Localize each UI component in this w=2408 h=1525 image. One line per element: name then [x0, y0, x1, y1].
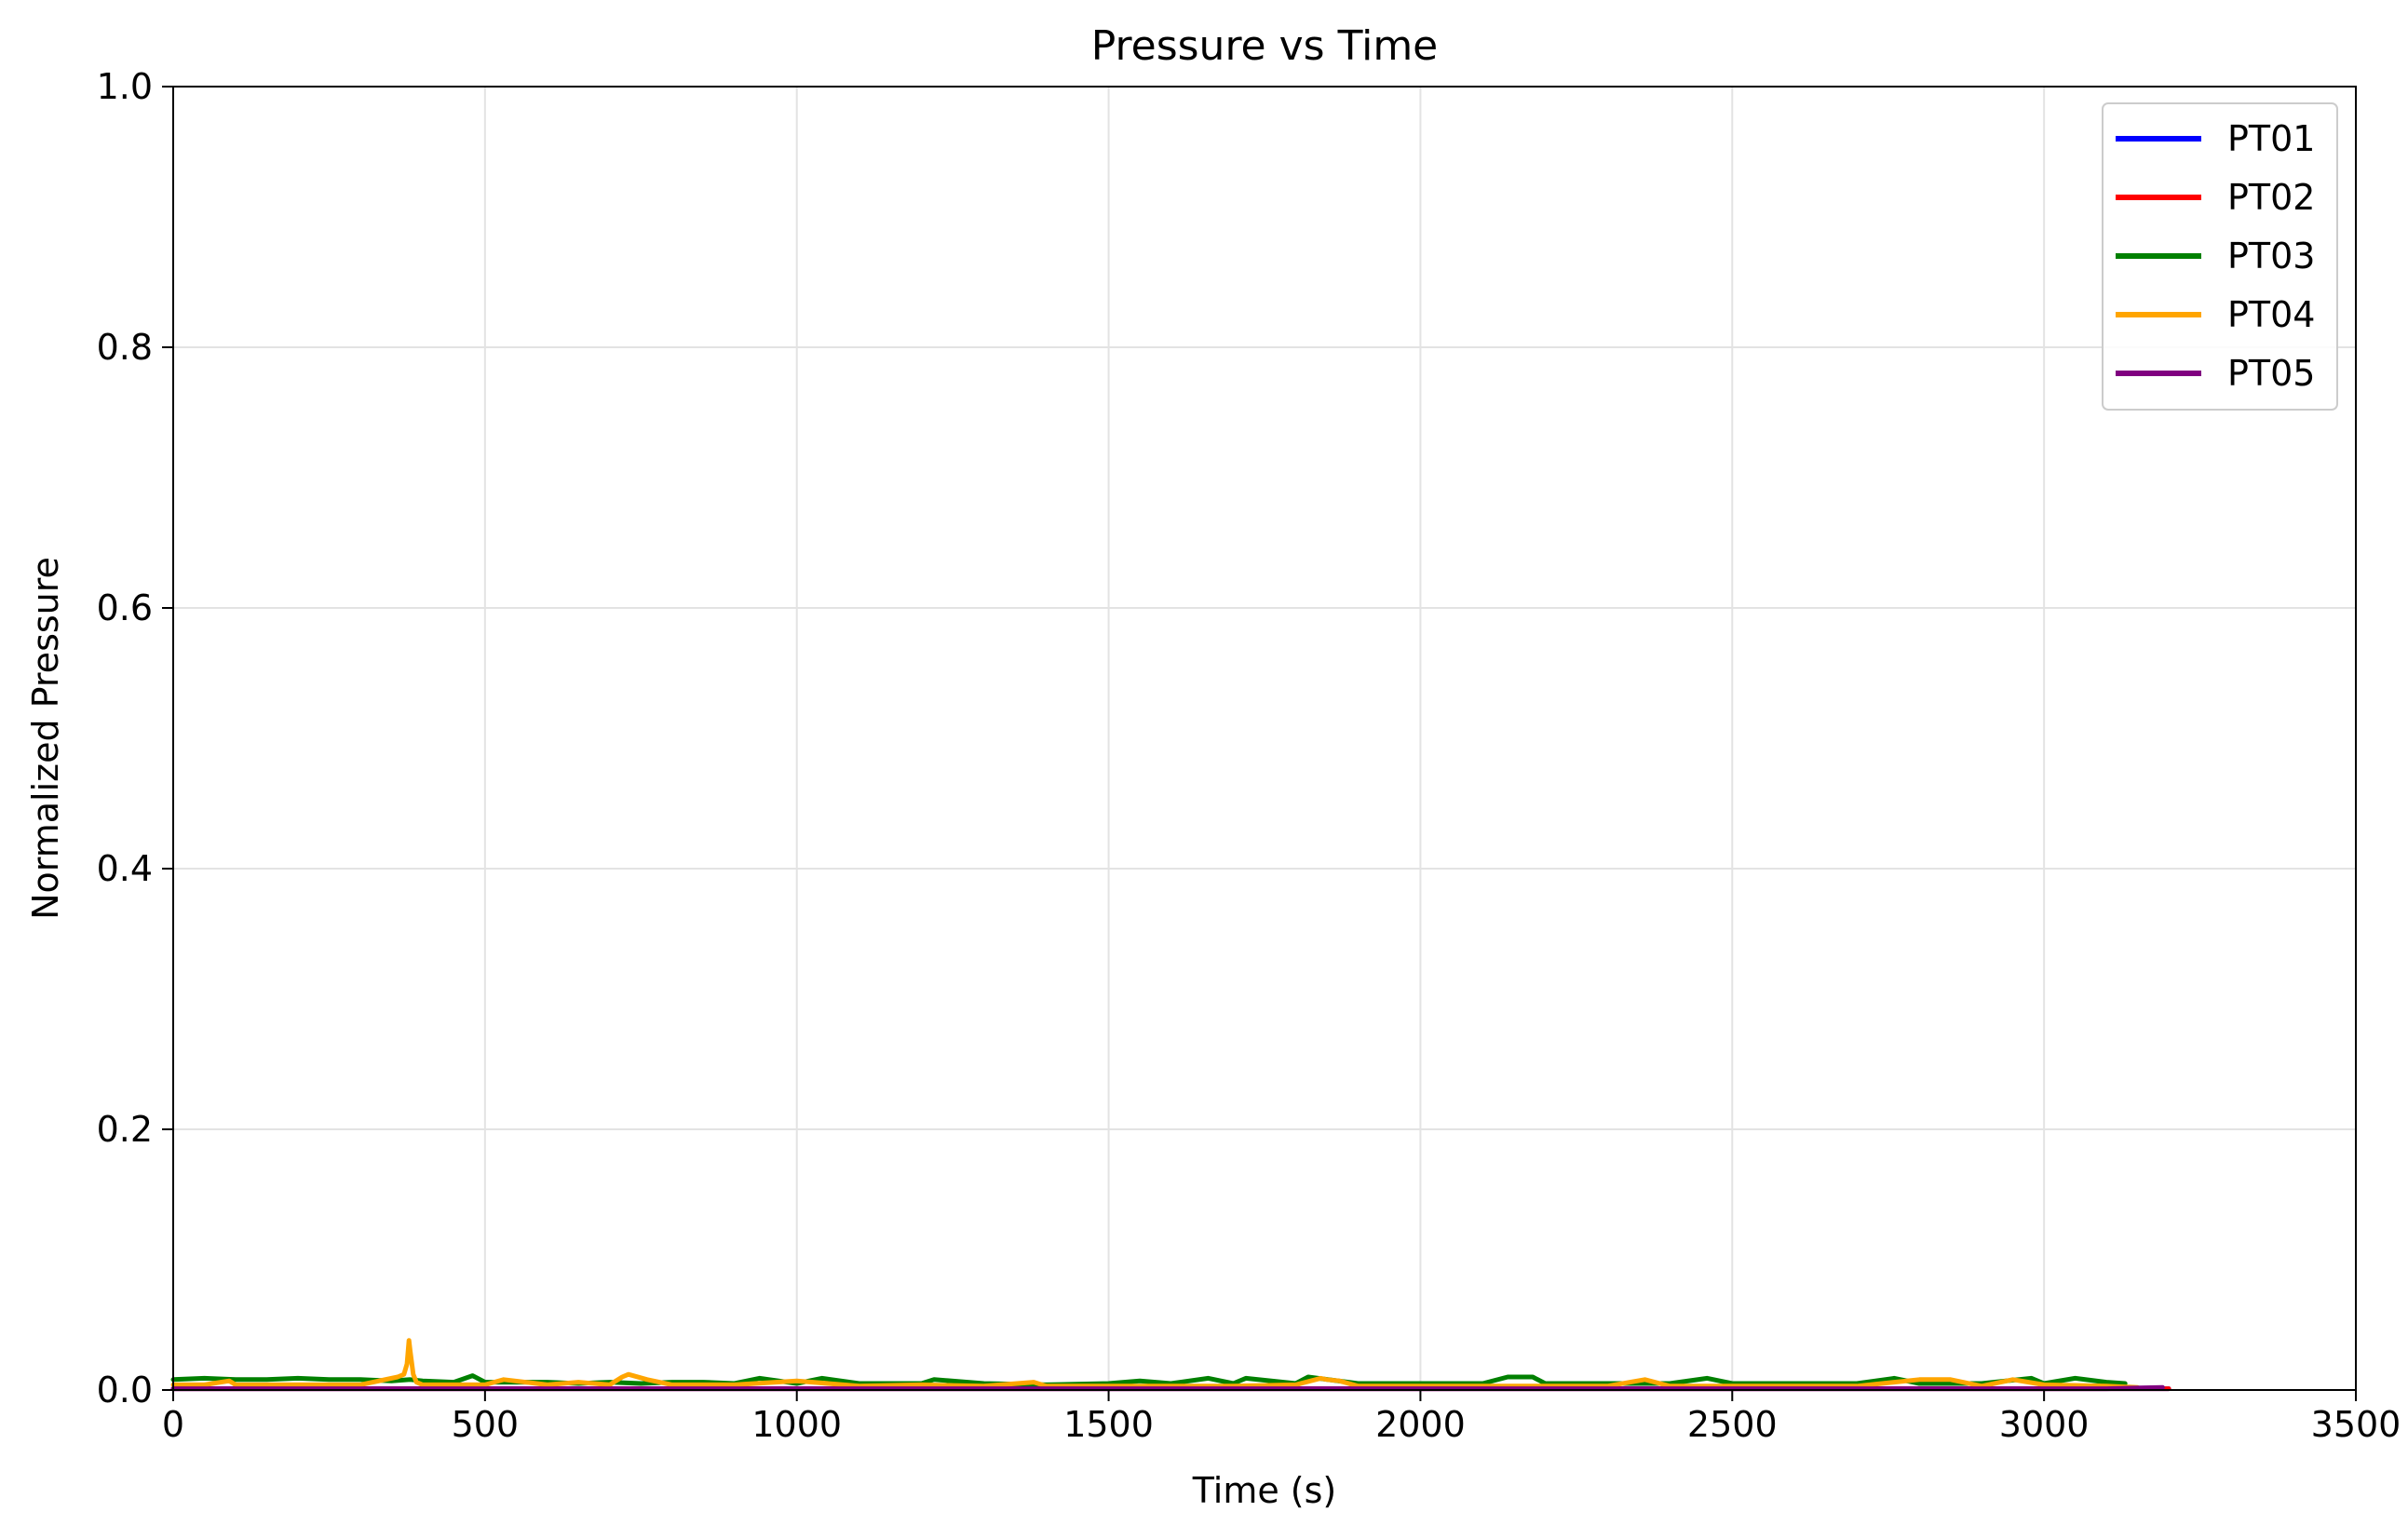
y-tick-label: 0.4 — [97, 848, 153, 889]
plot-area — [173, 87, 2356, 1390]
x-axis-ticks: 0 500 1000 1500 2000 2500 3000 3500 — [162, 1390, 2401, 1445]
y-tick-label: 0.0 — [97, 1370, 153, 1410]
x-tick-label: 1000 — [751, 1404, 842, 1445]
grid-lines — [173, 87, 2356, 1390]
legend-label: PT05 — [2227, 353, 2315, 394]
y-tick-label: 0.2 — [97, 1109, 153, 1150]
x-tick-label: 2000 — [1375, 1404, 1466, 1445]
legend-label: PT01 — [2227, 118, 2315, 159]
y-axis-ticks: 0.0 0.2 0.4 0.6 0.8 1.0 — [97, 66, 173, 1410]
legend-label: PT04 — [2227, 294, 2315, 335]
x-tick-label: 2500 — [1687, 1404, 1778, 1445]
y-tick-label: 1.0 — [97, 66, 153, 107]
x-axis-label: Time (s) — [1192, 1470, 1337, 1511]
series-line-pt04 — [170, 1338, 2141, 1390]
legend: PT01 PT02 PT03 PT04 PT05 — [2102, 102, 2338, 411]
x-tick-label: 1500 — [1063, 1404, 1154, 1445]
x-tick-label: 3500 — [2311, 1404, 2401, 1445]
x-tick-label: 500 — [452, 1404, 520, 1445]
y-tick-label: 0.6 — [97, 587, 153, 628]
series-line-pt05 — [170, 1384, 2165, 1392]
x-tick-label: 3000 — [1999, 1404, 2090, 1445]
axes-frame — [172, 86, 2357, 1391]
legend-label: PT03 — [2227, 236, 2315, 277]
series-lines — [170, 1338, 2171, 1392]
chart-title: Pressure vs Time — [1091, 22, 1439, 70]
x-tick-label: 0 — [162, 1404, 184, 1445]
y-tick-label: 0.8 — [97, 327, 153, 368]
legend-label: PT02 — [2227, 177, 2315, 218]
y-axis-label: Normalized Pressure — [25, 557, 66, 920]
legend-box — [2102, 102, 2338, 411]
